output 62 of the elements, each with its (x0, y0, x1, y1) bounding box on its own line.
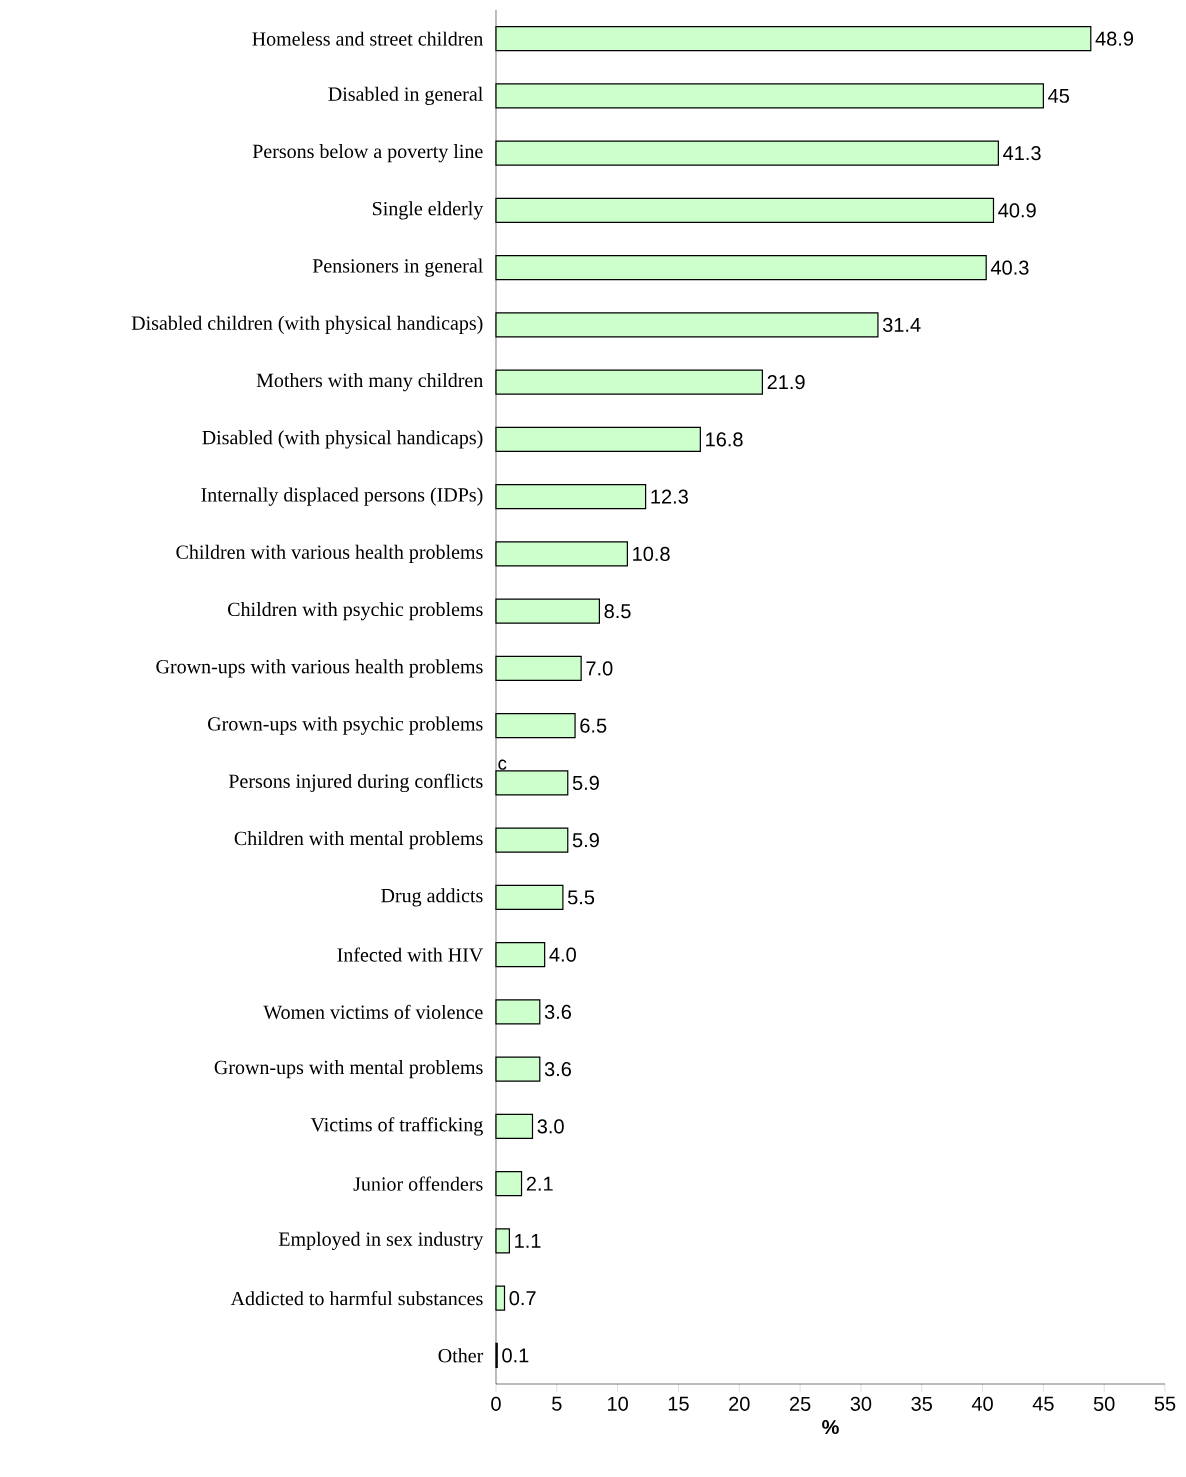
x-tick-label: 25 (789, 1396, 811, 1411)
data-label: 1.1 (515, 1234, 541, 1248)
y-tick-label: Other (438, 1348, 484, 1363)
data-label: 48.9 (1095, 31, 1134, 46)
data-label: 6.5 (580, 718, 607, 733)
x-tick-label: 0 (491, 1396, 501, 1411)
annotation: c (498, 759, 507, 770)
data-label: 3.6 (544, 1062, 571, 1077)
y-tick-label: Disabled in general (328, 86, 483, 105)
x-tick-label: 55 (1154, 1396, 1176, 1411)
data-label: 45 (1048, 88, 1070, 103)
y-tick-label: Women victims of violence (263, 1004, 483, 1020)
data-label: 5.9 (572, 833, 599, 848)
x-tick-label: 50 (1093, 1396, 1115, 1411)
y-tick-label: Grown-ups with various health problems (156, 659, 483, 678)
x-tick-label: 40 (971, 1396, 993, 1411)
x-tick-label: 10 (608, 1396, 628, 1411)
y-tick-label: Employed in sex industry (278, 1231, 484, 1250)
data-label: 40.3 (990, 260, 1029, 275)
y-tick-label: Children with psychic problems (228, 602, 483, 621)
y-tick-label: Single elderly (372, 201, 484, 220)
y-tick-label: Grown-ups with psychic problems (208, 716, 483, 735)
data-label: 7.0 (586, 661, 613, 676)
x-tick-label: 35 (911, 1396, 933, 1411)
data-label: 0.1 (502, 1348, 529, 1363)
y-tick-label: Victims of trafficking (310, 1117, 483, 1136)
data-label: 3.0 (537, 1119, 564, 1134)
y-tick-label: Junior offenders (353, 1176, 483, 1191)
y-tick-label: Homeless and street children (252, 31, 484, 46)
y-tick-label: Pensioners in general (312, 258, 483, 277)
y-tick-label: Children with mental problems (234, 831, 483, 850)
data-label: 5.5 (567, 890, 595, 905)
data-label: 41.3 (1003, 146, 1041, 161)
y-tick-label: Disabled children (with physical handicaps) (131, 315, 483, 334)
data-label: 3.6 (544, 1004, 571, 1019)
data-label: 4.0 (549, 947, 576, 962)
data-label: 5.9 (572, 775, 599, 790)
y-tick-label: Persons below a poverty line (252, 144, 483, 163)
x-tick-label: 20 (729, 1396, 750, 1411)
data-label: 31.4 (882, 317, 921, 332)
data-label: 2.1 (526, 1176, 553, 1191)
x-tick-label: 15 (668, 1396, 689, 1411)
y-tick-label: Infected with HIV (337, 947, 484, 962)
y-tick-label: Grown-ups with mental problems (214, 1060, 483, 1079)
y-tick-label: Disabled (with physical handicaps) (202, 430, 483, 449)
data-label: 16.8 (706, 432, 743, 447)
y-tick-label: Mothers with many children (256, 373, 484, 392)
data-label: 40.9 (998, 203, 1036, 218)
y-tick-label: Children with various health problems (176, 544, 483, 563)
y-tick-label: Internally displaced persons (IDPs) (201, 487, 483, 506)
data-label: 10.8 (633, 546, 670, 561)
x-tick-label: 45 (1032, 1396, 1054, 1411)
data-label: 12.3 (651, 489, 688, 504)
x-tick-label: 5 (552, 1396, 562, 1411)
data-label: 21.9 (767, 375, 805, 390)
data-label: 8.5 (604, 604, 631, 619)
x-tick-label: 30 (850, 1396, 872, 1411)
x-axis-title: % (822, 1420, 839, 1435)
y-tick-label: Addicted to harmful substances (230, 1291, 483, 1306)
y-tick-label: Drug addicts (381, 888, 483, 907)
y-tick-label: Persons injured during conflicts (228, 773, 483, 793)
data-label: 0.7 (509, 1291, 536, 1306)
